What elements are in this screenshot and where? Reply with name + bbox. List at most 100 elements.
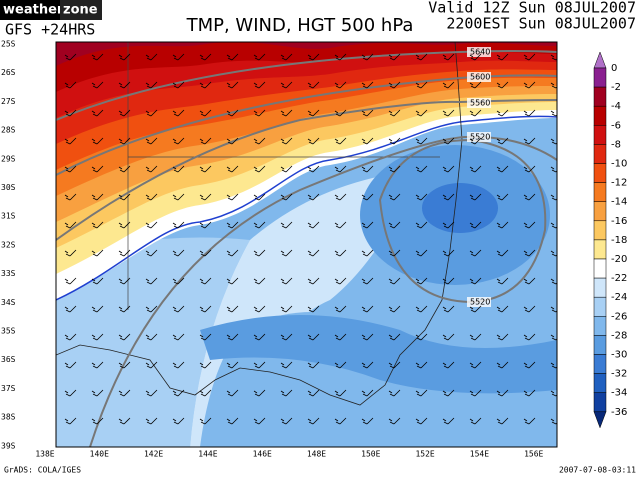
- wind-barb: [496, 221, 509, 229]
- wind-barb: [388, 305, 401, 313]
- wind-barb: [361, 81, 374, 89]
- wind-barb: [496, 109, 509, 117]
- wind-barb: [334, 137, 347, 145]
- wind-barb: [199, 417, 212, 425]
- wind-barb: [469, 109, 482, 117]
- wind-barb: [550, 362, 557, 369]
- wind-barb: [199, 109, 212, 117]
- wind-barb: [469, 53, 482, 61]
- wind-barb: [469, 277, 482, 285]
- wind-barb: [91, 109, 104, 117]
- wind-barb: [469, 417, 482, 425]
- wind-barb: [307, 361, 320, 369]
- lat-label: 36S: [1, 355, 16, 364]
- wind-barb: [199, 333, 212, 341]
- wind-barb: [226, 277, 239, 285]
- colorbar-label: -16: [611, 216, 627, 227]
- logo-box: [0, 0, 60, 20]
- lat-label: 37S: [1, 384, 16, 393]
- wind-barb: [199, 249, 212, 257]
- wind-barb: [469, 193, 482, 201]
- colorbar-segment: [593, 125, 607, 145]
- wind-barb: [442, 361, 455, 369]
- wind-barb: [118, 81, 131, 89]
- wind-barb: [226, 249, 239, 257]
- wind-barb: [361, 249, 374, 257]
- wind-barb: [307, 389, 320, 397]
- colorbar-segment: [593, 335, 607, 355]
- contour-label: 5560: [470, 99, 490, 108]
- colorbar-segment: [593, 86, 607, 107]
- wind-barb: [145, 389, 158, 397]
- wind-barb: [334, 361, 347, 369]
- wind-barb: [442, 165, 455, 173]
- wind-barb: [64, 53, 77, 61]
- wind-barb: [361, 165, 374, 173]
- wind-barb: [523, 361, 536, 369]
- wind-barb: [523, 333, 536, 341]
- colorbar-label: -28: [611, 330, 627, 341]
- colorbar-label: -36: [611, 407, 627, 418]
- wind-barb: [361, 221, 374, 229]
- colorbar-segment: [593, 163, 607, 183]
- wind-barb: [280, 389, 293, 397]
- wind-barb: [91, 81, 104, 89]
- colorbar-segment: [593, 296, 607, 317]
- wind-barb: [550, 138, 557, 145]
- colorbar-segment: [593, 220, 607, 241]
- wind-barb: [415, 417, 428, 425]
- wind-barb: [550, 54, 557, 61]
- wind-barb: [415, 277, 428, 285]
- wind-barb: [199, 277, 212, 285]
- wind-barb: [442, 277, 455, 285]
- wind-barb: [361, 277, 374, 285]
- contour-label: 5600: [470, 73, 490, 82]
- cold-core: [422, 183, 498, 233]
- colorbar-label: 0: [611, 63, 617, 74]
- lon-label: 146E: [253, 450, 272, 459]
- map-field: 5640 5600 5560 5520 5520: [56, 42, 557, 447]
- wind-barb: [523, 109, 536, 117]
- wind-barb: [64, 165, 77, 173]
- wind-barb: [64, 221, 77, 229]
- wind-barb: [172, 193, 185, 201]
- wind-barb: [469, 165, 482, 173]
- wind-barb: [253, 389, 266, 397]
- wind-barb: [442, 53, 455, 61]
- colorbar-label: -30: [611, 350, 627, 361]
- wind-barb: [226, 137, 239, 145]
- wind-barb: [172, 389, 185, 397]
- colorbar-label: -6: [611, 120, 621, 131]
- lat-label: 27S: [1, 97, 16, 106]
- colorbar-label: -24: [611, 292, 627, 303]
- wind-barb: [64, 81, 77, 89]
- wind-barb: [91, 389, 104, 397]
- wind-barb: [64, 249, 77, 257]
- wind-barb: [442, 249, 455, 257]
- wind-barb: [199, 389, 212, 397]
- wind-barb: [226, 165, 239, 173]
- height-contour: [378, 138, 547, 304]
- wind-barb: [172, 277, 185, 285]
- wind-barb: [388, 109, 401, 117]
- wind-barb: [253, 333, 266, 341]
- wind-barb: [334, 333, 347, 341]
- wind-barb: [91, 277, 104, 285]
- height-contour: [56, 50, 557, 121]
- wind-barb: [64, 193, 77, 201]
- wind-barb: [64, 109, 77, 117]
- wind-barb: [280, 53, 293, 61]
- wind-barb: [442, 109, 455, 117]
- wind-barb: [442, 137, 455, 145]
- wind-barb: [118, 389, 131, 397]
- wind-barb: [415, 165, 428, 173]
- wind-barb: [172, 109, 185, 117]
- height-contour: [56, 99, 557, 241]
- wind-barb: [172, 305, 185, 313]
- colorbar-label: -2: [611, 82, 621, 93]
- wind-barb: [226, 109, 239, 117]
- wind-barb: [550, 390, 557, 397]
- lat-label: 25S: [1, 40, 16, 49]
- wind-barb: [118, 109, 131, 117]
